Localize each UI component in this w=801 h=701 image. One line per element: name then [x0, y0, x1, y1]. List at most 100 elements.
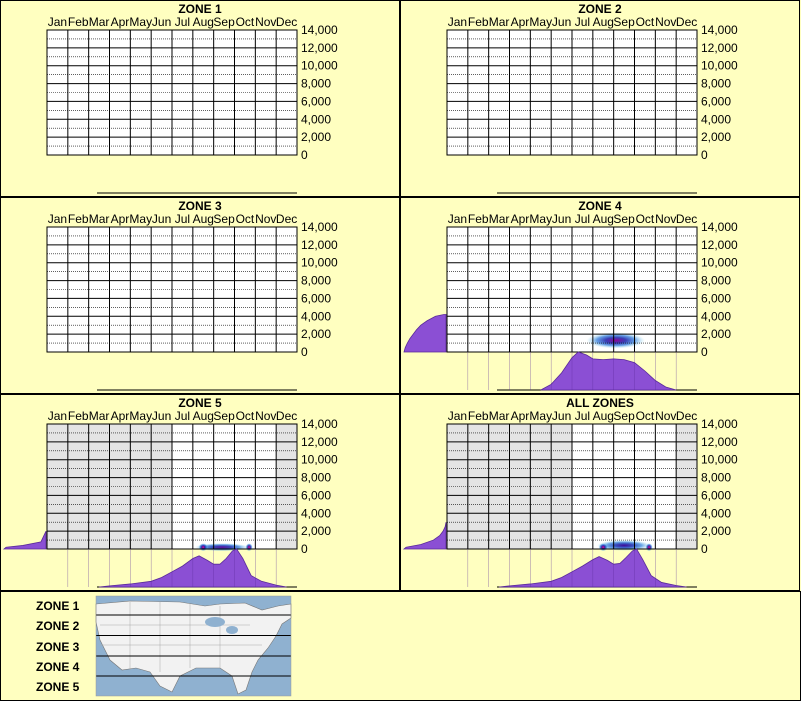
y-tick-label: 2,000	[301, 524, 331, 538]
y-tick-label: 4,000	[301, 309, 331, 323]
month-tick-label: Feb	[468, 409, 489, 423]
y-tick-label: 6,000	[301, 94, 331, 108]
month-tick-label: Apr	[511, 409, 530, 423]
month-tick-label: May	[129, 15, 152, 29]
masked-month	[276, 424, 297, 549]
month-tick-label: Feb	[68, 212, 89, 226]
elevation-profile	[2, 530, 47, 550]
panel-title: ZONE 1	[178, 2, 222, 16]
zone-panel: ZONE 2 Jan Feb Mar Apr May Jun Jul Aug Sep Oct Nov D…	[400, 0, 800, 197]
heat-hotspot	[586, 332, 645, 349]
month-tick-label: Aug	[593, 212, 614, 226]
month-tick-label: Feb	[468, 212, 489, 226]
elevation-profile	[402, 522, 447, 550]
zone-panel: ALL ZONES Jan Feb Mar Apr May Jun Jul Aug Sep Oct N…	[400, 394, 800, 591]
zone-legend: ZONE 1 ZONE 2 ZONE 3 ZONE 4 ZONE 5	[0, 591, 801, 701]
y-tick-label: 10,000	[701, 453, 738, 467]
month-tick-label: Mar	[89, 409, 110, 423]
masked-month	[467, 424, 489, 549]
month-tick-label: Sep	[613, 409, 635, 423]
map-land	[95, 600, 292, 695]
y-tick-label: 8,000	[701, 77, 731, 91]
month-tick-label: Jul	[575, 15, 590, 29]
month-tick-label: Nov	[255, 409, 276, 423]
month-tick-label: May	[529, 409, 552, 423]
y-tick-label: 14,000	[301, 417, 338, 431]
month-tick-label: Oct	[636, 409, 655, 423]
y-tick-label: 8,000	[701, 471, 731, 485]
plot-border	[446, 29, 698, 156]
panel-title: ZONE 3	[178, 199, 222, 213]
y-tick-label: 6,000	[301, 291, 331, 305]
y-tick-label: 4,000	[301, 506, 331, 520]
panel-frame	[400, 394, 800, 591]
month-tick-label: Apr	[511, 212, 530, 226]
masked-month	[530, 424, 552, 549]
legend-zone-label: ZONE 3	[36, 640, 80, 654]
month-tick-label: Jan	[48, 409, 67, 423]
plot-border	[46, 29, 298, 156]
month-tick-label: Feb	[468, 15, 489, 29]
month-tick-label: Feb	[68, 409, 89, 423]
month-tick-label: Aug	[593, 15, 614, 29]
y-tick-label: 0	[701, 542, 708, 556]
month-tick-label: Oct	[636, 212, 655, 226]
month-tick-label: May	[129, 409, 152, 423]
month-tick-label: May	[129, 212, 152, 226]
plot-border	[46, 226, 298, 353]
panel-frame	[400, 0, 800, 197]
month-tick-label: Jan	[448, 15, 467, 29]
panel-title: ZONE 4	[578, 199, 622, 213]
month-tick-label: Jan	[448, 212, 467, 226]
map-frame	[95, 595, 292, 697]
y-tick-label: 0	[301, 345, 308, 359]
month-tick-label: Sep	[613, 212, 635, 226]
month-tick-label: Apr	[511, 15, 530, 29]
y-tick-label: 0	[301, 542, 308, 556]
month-tick-label: Aug	[193, 212, 214, 226]
y-tick-label: 10,000	[701, 59, 738, 73]
y-tick-label: 12,000	[301, 435, 338, 449]
month-tick-label: Jul	[175, 212, 190, 226]
y-tick-label: 8,000	[301, 77, 331, 91]
y-tick-label: 12,000	[301, 41, 338, 55]
month-tick-label: Jul	[575, 409, 590, 423]
month-tick-label: Apr	[111, 409, 130, 423]
month-tick-label: Jul	[175, 15, 190, 29]
y-tick-label: 10,000	[701, 256, 738, 270]
y-tick-label: 6,000	[301, 488, 331, 502]
legend-zone-label: ZONE 2	[36, 619, 80, 633]
heat-hotspot	[245, 543, 253, 552]
panel-frame	[0, 394, 400, 591]
y-tick-label: 14,000	[701, 220, 738, 234]
legend-zone-label: ZONE 5	[36, 680, 80, 694]
y-tick-label: 2,000	[301, 130, 331, 144]
month-tick-label: May	[529, 15, 552, 29]
month-tick-label: Oct	[236, 15, 255, 29]
month-tick-label: Dec	[276, 212, 297, 226]
legend-zone-label: ZONE 4	[36, 660, 80, 674]
zone-panel: ZONE 1 Jan Feb Mar Apr May Jun Jul Aug Sep Oct Nov D…	[0, 0, 400, 197]
month-tick-label: Oct	[636, 15, 655, 29]
masked-month	[67, 424, 89, 549]
map-lake	[226, 626, 238, 634]
month-tick-label: Nov	[255, 15, 276, 29]
month-tick-label: Sep	[213, 15, 235, 29]
month-tick-label: Jun	[552, 409, 571, 423]
y-tick-label: 14,000	[701, 417, 738, 431]
heat-hotspot	[598, 543, 608, 552]
y-tick-label: 12,000	[701, 238, 738, 252]
month-tick-label: Jul	[575, 212, 590, 226]
month-tick-label: Dec	[676, 15, 697, 29]
y-tick-label: 0	[301, 148, 308, 162]
panel-frame	[0, 197, 400, 394]
y-tick-label: 10,000	[301, 453, 338, 467]
month-tick-label: Jan	[448, 409, 467, 423]
month-tick-label: Apr	[111, 212, 130, 226]
y-tick-label: 6,000	[701, 488, 731, 502]
month-tick-label: Nov	[655, 409, 676, 423]
month-tick-label: Mar	[89, 15, 110, 29]
month-tick-label: Jan	[48, 15, 67, 29]
panel-title: ALL ZONES	[566, 396, 634, 410]
